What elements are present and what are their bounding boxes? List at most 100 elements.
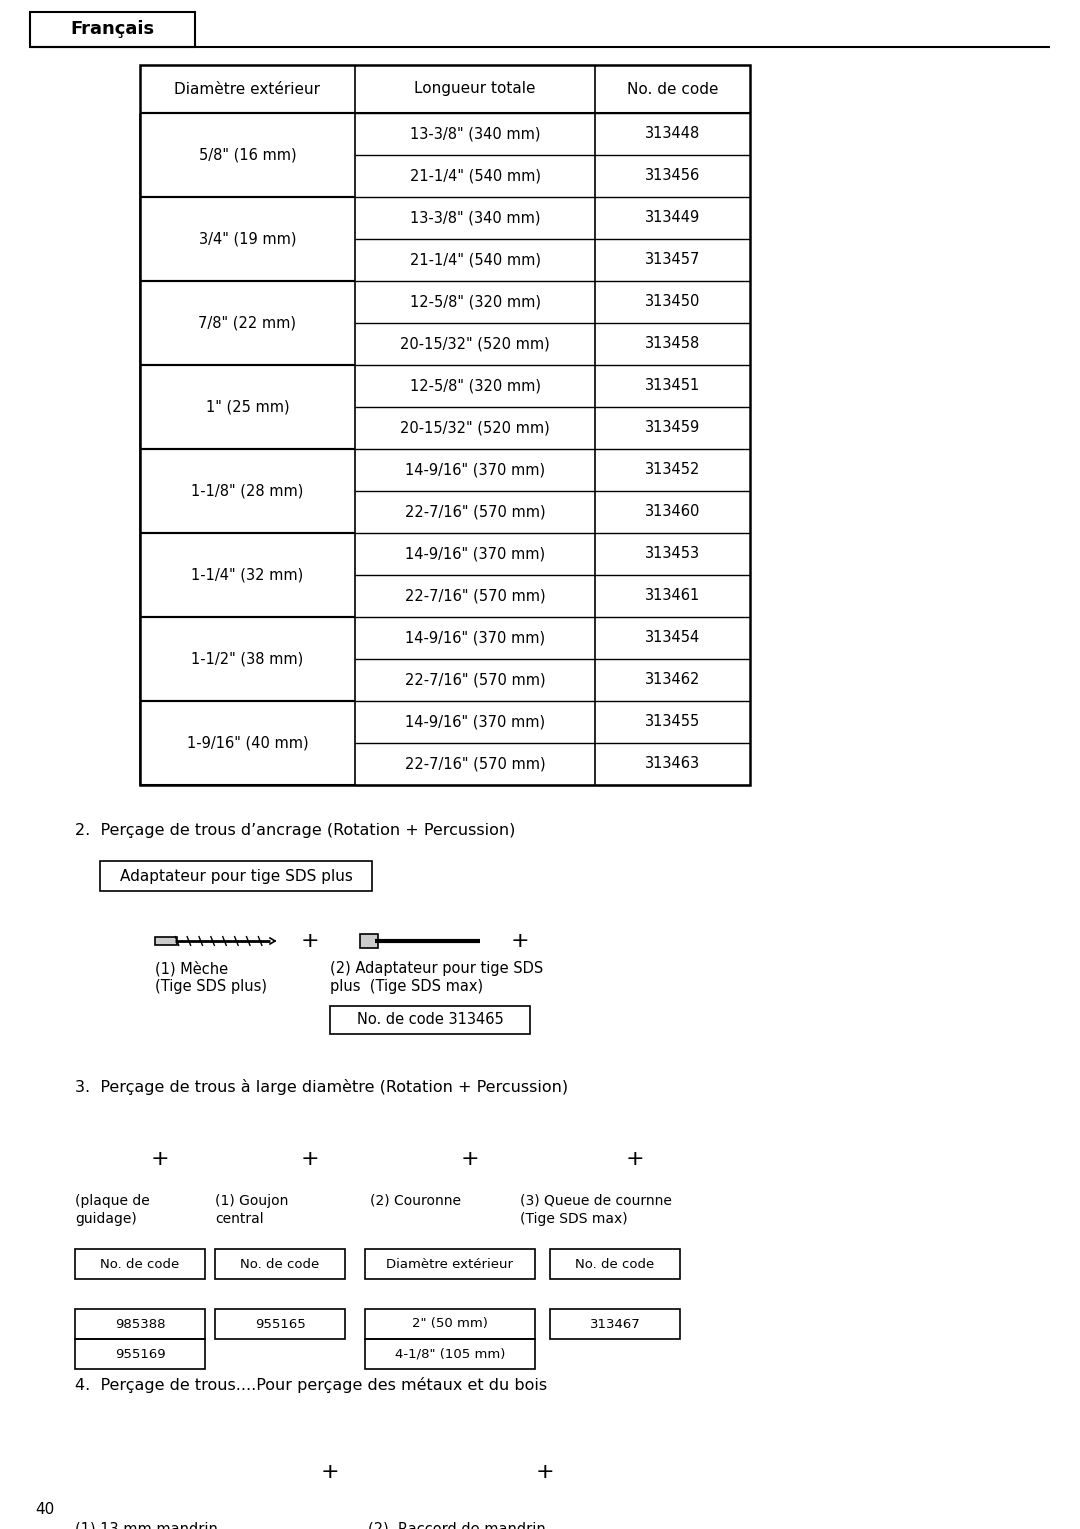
Text: 22-7/16" (570 mm): 22-7/16" (570 mm) [405, 505, 545, 520]
Text: 13-3/8" (340 mm): 13-3/8" (340 mm) [409, 211, 540, 225]
Bar [30, 12, 195, 47]
Text: 22-7/16" (570 mm): 22-7/16" (570 mm) [405, 673, 545, 688]
Text: 14-9/16" (370 mm): 14-9/16" (370 mm) [405, 546, 545, 561]
Bar [141, 450, 354, 532]
Text: 12-5/8" (320 mm): 12-5/8" (320 mm) [409, 379, 540, 393]
Text: 313461: 313461 [645, 589, 700, 604]
Bar [330, 1006, 530, 1034]
Bar [365, 1339, 535, 1368]
Text: No. de code 313465: No. de code 313465 [356, 1012, 503, 1027]
Text: (2) Couronne: (2) Couronne [370, 1194, 461, 1208]
Text: No. de code: No. de code [241, 1257, 320, 1271]
Text: +: + [321, 1462, 339, 1482]
Text: +: + [536, 1462, 554, 1482]
Text: +: + [300, 931, 320, 951]
Text: (1) Goujon: (1) Goujon [215, 1194, 288, 1208]
Text: 5/8" (16 mm): 5/8" (16 mm) [199, 147, 296, 162]
Text: No. de code: No. de code [576, 1257, 654, 1271]
Bar [141, 281, 354, 364]
Text: 313451: 313451 [645, 379, 700, 393]
Text: 14-9/16" (370 mm): 14-9/16" (370 mm) [405, 630, 545, 645]
Text: 313454: 313454 [645, 630, 700, 645]
Text: 313455: 313455 [645, 714, 700, 729]
Text: Français: Français [70, 20, 154, 38]
Text: (2) Adaptateur pour tige SDS: (2) Adaptateur pour tige SDS [330, 962, 543, 976]
Text: +: + [625, 1148, 645, 1170]
Text: 313457: 313457 [645, 252, 700, 268]
Text: 21-1/4" (540 mm): 21-1/4" (540 mm) [409, 252, 540, 268]
Text: (1) Mèche: (1) Mèche [156, 962, 228, 977]
Text: (Tige SDS max): (Tige SDS max) [519, 1212, 627, 1226]
Bar [141, 618, 354, 700]
Text: 1" (25 mm): 1" (25 mm) [205, 399, 289, 414]
Text: 12-5/8" (320 mm): 12-5/8" (320 mm) [409, 295, 540, 309]
Bar [141, 113, 354, 197]
Text: 21-1/4" (540 mm): 21-1/4" (540 mm) [409, 168, 540, 183]
Text: No. de code: No. de code [100, 1257, 179, 1271]
Text: (1) 13 mm mandrin: (1) 13 mm mandrin [75, 1521, 218, 1529]
Text: Diamètre extérieur: Diamètre extérieur [175, 81, 321, 96]
Text: 2" (50 mm): 2" (50 mm) [413, 1318, 488, 1330]
Text: 22-7/16" (570 mm): 22-7/16" (570 mm) [405, 589, 545, 604]
Text: +: + [151, 1148, 170, 1170]
Bar [360, 934, 378, 948]
Text: 4-1/8" (105 mm): 4-1/8" (105 mm) [395, 1347, 505, 1361]
Text: 3.  Perçage de trous à large diamètre (Rotation + Percussion): 3. Perçage de trous à large diamètre (Ro… [75, 1079, 568, 1095]
Bar [75, 1339, 205, 1368]
Text: +: + [511, 931, 529, 951]
Text: 22-7/16" (570 mm): 22-7/16" (570 mm) [405, 757, 545, 772]
Text: 955169: 955169 [114, 1347, 165, 1361]
Bar [75, 1249, 205, 1278]
Text: 1-9/16" (40 mm): 1-9/16" (40 mm) [187, 735, 308, 751]
Text: 1-1/2" (38 mm): 1-1/2" (38 mm) [191, 651, 303, 667]
Bar [365, 1249, 535, 1278]
Text: (plaque de: (plaque de [75, 1194, 150, 1208]
Text: 955165: 955165 [255, 1318, 306, 1330]
Bar [141, 365, 354, 448]
Bar [156, 937, 177, 945]
Bar [141, 534, 354, 616]
Text: 313467: 313467 [590, 1318, 640, 1330]
Text: 2.  Perçage de trous d’ancrage (Rotation + Percussion): 2. Perçage de trous d’ancrage (Rotation … [75, 823, 515, 838]
Bar [550, 1309, 680, 1339]
Text: 13-3/8" (340 mm): 13-3/8" (340 mm) [409, 127, 540, 142]
Text: Longueur totale: Longueur totale [415, 81, 536, 96]
Bar [141, 702, 354, 784]
Text: 313459: 313459 [645, 420, 700, 436]
Bar [550, 1249, 680, 1278]
Text: 20-15/32" (520 mm): 20-15/32" (520 mm) [400, 336, 550, 352]
Text: 313450: 313450 [645, 295, 700, 309]
Text: 313448: 313448 [645, 127, 700, 142]
Text: plus  (Tige SDS max): plus (Tige SDS max) [330, 979, 483, 994]
Text: 1-1/8" (28 mm): 1-1/8" (28 mm) [191, 483, 303, 498]
Text: 40: 40 [36, 1503, 55, 1517]
Text: 20-15/32" (520 mm): 20-15/32" (520 mm) [400, 420, 550, 436]
Text: central: central [215, 1212, 264, 1226]
Text: No. de code: No. de code [626, 81, 718, 96]
Text: 1-1/4" (32 mm): 1-1/4" (32 mm) [191, 567, 303, 583]
Text: 7/8" (22 mm): 7/8" (22 mm) [199, 315, 297, 330]
Text: 313463: 313463 [645, 757, 700, 772]
Text: guidage): guidage) [75, 1212, 137, 1226]
Text: 313460: 313460 [645, 505, 700, 520]
Bar [100, 861, 372, 891]
Text: (Tige SDS plus): (Tige SDS plus) [156, 979, 267, 994]
Text: 14-9/16" (370 mm): 14-9/16" (370 mm) [405, 714, 545, 729]
Bar [215, 1249, 345, 1278]
Bar [75, 1309, 205, 1339]
Text: 14-9/16" (370 mm): 14-9/16" (370 mm) [405, 462, 545, 477]
Text: 313453: 313453 [645, 546, 700, 561]
Text: 313452: 313452 [645, 462, 700, 477]
Text: (3) Queue de cournne: (3) Queue de cournne [519, 1194, 672, 1208]
Text: 313456: 313456 [645, 168, 700, 183]
Text: +: + [461, 1148, 480, 1170]
Text: 985388: 985388 [114, 1318, 165, 1330]
Text: 3/4" (19 mm): 3/4" (19 mm) [199, 231, 296, 246]
Text: 313462: 313462 [645, 673, 700, 688]
Text: 4.  Perçage de trous....Pour perçage des métaux et du bois: 4. Perçage de trous....Pour perçage des … [75, 1378, 548, 1393]
Text: 313458: 313458 [645, 336, 700, 352]
Bar [365, 1309, 535, 1339]
Bar [141, 197, 354, 280]
Text: 313449: 313449 [645, 211, 700, 225]
Text: Adaptateur pour tige SDS plus: Adaptateur pour tige SDS plus [120, 868, 352, 884]
